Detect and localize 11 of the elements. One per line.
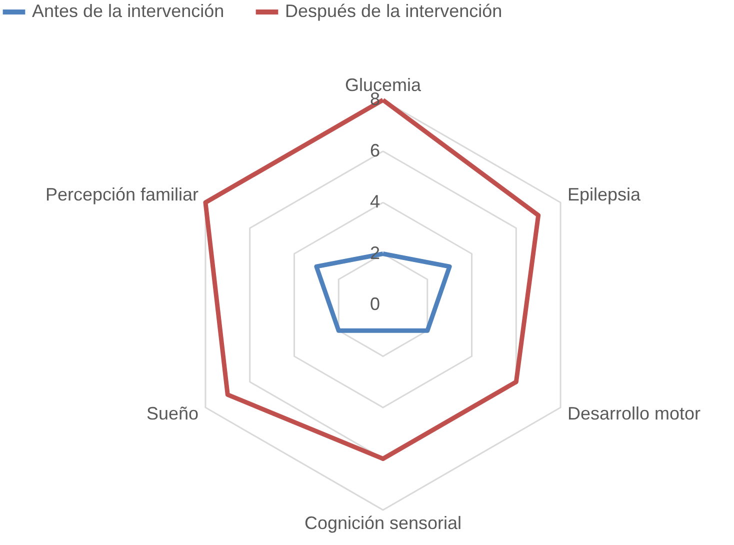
- y-tick-label: 2: [370, 242, 380, 263]
- y-tick-label: 6: [370, 140, 380, 160]
- legend-label: Antes de la intervención: [32, 1, 224, 21]
- y-tick-label: 0: [370, 294, 380, 314]
- spoke-label: Sueño: [146, 404, 199, 424]
- spoke-label: Percepción familiar: [45, 184, 199, 204]
- spoke-label: Desarrollo motor: [567, 404, 701, 424]
- y-tick-label: 4: [370, 192, 380, 212]
- spoke-label: Epilepsia: [567, 184, 642, 204]
- legend-label: Después de la intervención: [285, 1, 502, 21]
- spoke-label: Cognición sensorial: [304, 513, 462, 533]
